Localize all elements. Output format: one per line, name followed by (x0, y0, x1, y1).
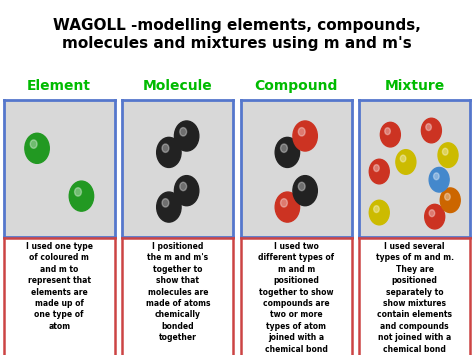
Circle shape (374, 165, 379, 171)
Circle shape (396, 150, 416, 174)
Circle shape (440, 188, 460, 213)
Circle shape (30, 140, 37, 148)
Circle shape (162, 199, 169, 207)
Circle shape (374, 206, 379, 213)
Circle shape (442, 148, 448, 155)
Text: I used two
different types of
m and m
positioned
together to show
compounds are
: I used two different types of m and m po… (258, 242, 334, 354)
Circle shape (180, 127, 187, 136)
Circle shape (157, 137, 181, 168)
Circle shape (69, 181, 94, 211)
Text: Molecule: Molecule (143, 79, 213, 93)
Circle shape (421, 118, 441, 143)
Text: Element: Element (27, 79, 91, 93)
Circle shape (174, 176, 199, 206)
Circle shape (400, 155, 406, 162)
Text: Mixture: Mixture (384, 79, 445, 93)
Circle shape (281, 144, 287, 152)
Circle shape (180, 182, 187, 191)
Circle shape (429, 168, 449, 192)
Circle shape (281, 199, 287, 207)
Circle shape (434, 173, 439, 180)
Circle shape (385, 128, 391, 135)
Circle shape (293, 176, 317, 206)
Circle shape (369, 200, 389, 225)
Circle shape (162, 144, 169, 152)
Circle shape (298, 182, 305, 191)
Circle shape (429, 210, 435, 217)
Circle shape (380, 122, 401, 147)
Circle shape (275, 192, 300, 222)
Text: WAGOLL -modelling elements, compounds,
molecules and mixtures using m and m's: WAGOLL -modelling elements, compounds, m… (53, 18, 421, 51)
Circle shape (445, 193, 450, 200)
Circle shape (25, 133, 49, 163)
Circle shape (438, 143, 458, 168)
Circle shape (369, 159, 389, 184)
Circle shape (298, 127, 305, 136)
Circle shape (174, 121, 199, 151)
Text: I positioned
the m and m's
together to
show that
molecules are
made of atoms
che: I positioned the m and m's together to s… (146, 242, 210, 342)
Circle shape (157, 192, 181, 222)
Text: I used several
types of m and m.
They are
positioned
separately to
show mixtures: I used several types of m and m. They ar… (376, 242, 454, 354)
Circle shape (426, 124, 431, 131)
Circle shape (275, 137, 300, 168)
Circle shape (74, 188, 82, 196)
Circle shape (293, 121, 317, 151)
Text: I used one type
of coloured m
and m to
represent that
elements are
made up of
on: I used one type of coloured m and m to r… (26, 242, 93, 331)
Circle shape (425, 204, 445, 229)
Text: Compound: Compound (255, 79, 338, 93)
